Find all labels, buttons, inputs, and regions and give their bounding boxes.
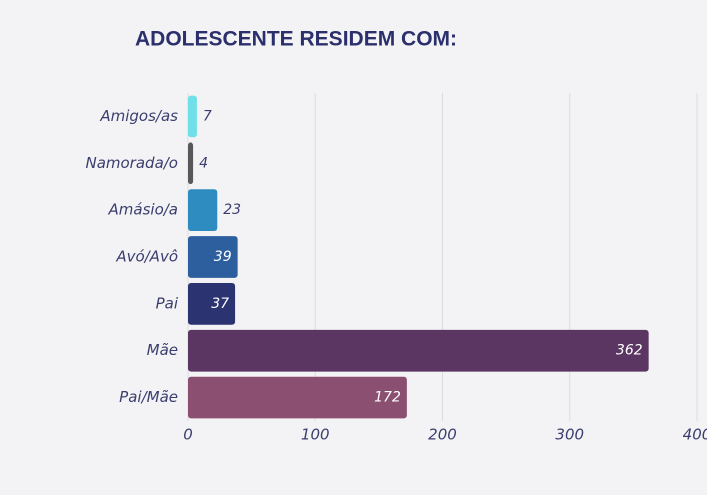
chart-title: ADOLESCENTE RESIDEM COM: [135, 28, 457, 51]
y-tick-label: Amigos/as [99, 107, 178, 125]
bar [188, 236, 238, 278]
x-tick-label: 0 [183, 426, 193, 444]
value-label: 23 [223, 202, 241, 218]
value-label: 39 [214, 249, 232, 265]
value-label: 7 [203, 108, 212, 124]
y-tick-label: Pai [156, 294, 179, 312]
y-tick-label: Mãe [147, 341, 178, 359]
y-tick-label: Pai/Mãe [119, 388, 178, 406]
y-tick-label: Avó/Avô [115, 248, 178, 266]
bar [188, 142, 194, 185]
x-tick-label: 200 [428, 426, 457, 444]
bar [188, 283, 236, 325]
value-label: 37 [211, 296, 229, 312]
bar [188, 189, 218, 231]
bar [188, 376, 407, 419]
bar [188, 329, 649, 372]
value-label: 362 [616, 343, 643, 359]
bar [188, 95, 197, 138]
x-tick-label: 100 [301, 426, 330, 444]
x-tick-label: 400 [683, 426, 707, 444]
x-tick-label: 300 [555, 426, 584, 444]
value-label: 4 [199, 155, 208, 171]
y-tick-label: Namorada/o [85, 154, 178, 172]
y-tick-label: Amásio/a [108, 201, 178, 219]
value-label: 172 [374, 390, 401, 406]
